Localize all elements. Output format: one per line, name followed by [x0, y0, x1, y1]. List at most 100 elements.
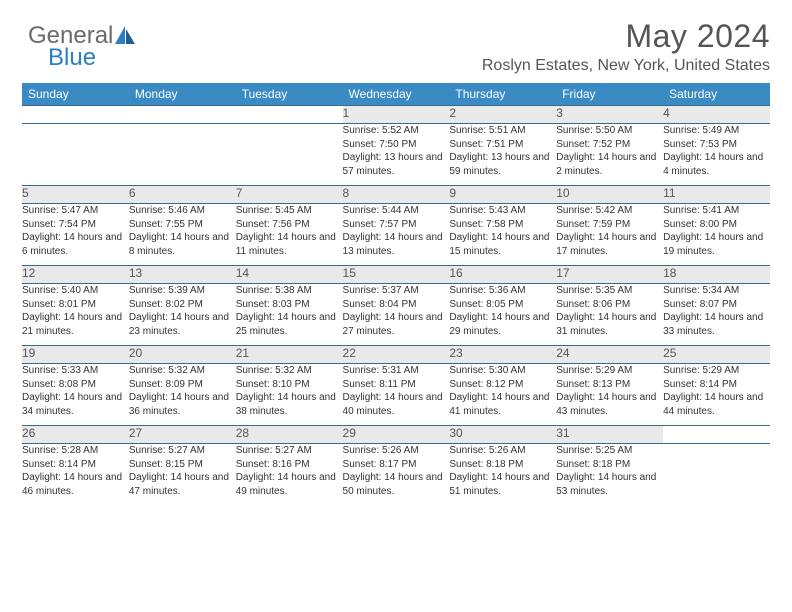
day-header-row: SundayMondayTuesdayWednesdayThursdayFrid…: [22, 83, 770, 106]
sunrise-text: Sunrise: 5:27 AM: [129, 444, 236, 458]
sunrise-text: Sunrise: 5:26 AM: [343, 444, 450, 458]
daylight-text: Daylight: 14 hours and 6 minutes.: [22, 231, 129, 258]
sunset-text: Sunset: 8:09 PM: [129, 378, 236, 392]
day-header: Monday: [129, 83, 236, 106]
sunset-text: Sunset: 8:00 PM: [663, 218, 770, 232]
daylight-text: Daylight: 14 hours and 49 minutes.: [236, 471, 343, 498]
sunrise-text: Sunrise: 5:40 AM: [22, 284, 129, 298]
sunrise-text: Sunrise: 5:49 AM: [663, 124, 770, 138]
day-number: 24: [556, 346, 663, 364]
daynum-row: 19202122232425: [22, 346, 770, 364]
day-cell: Sunrise: 5:26 AMSunset: 8:18 PMDaylight:…: [449, 444, 556, 506]
day-number: 30: [449, 426, 556, 444]
day-cell: Sunrise: 5:25 AMSunset: 8:18 PMDaylight:…: [556, 444, 663, 506]
day-cell: Sunrise: 5:34 AMSunset: 8:07 PMDaylight:…: [663, 284, 770, 346]
day-header: Thursday: [449, 83, 556, 106]
daylight-text: Daylight: 14 hours and 50 minutes.: [343, 471, 450, 498]
day-header: Sunday: [22, 83, 129, 106]
sunrise-text: Sunrise: 5:32 AM: [236, 364, 343, 378]
day-cell: Sunrise: 5:44 AMSunset: 7:57 PMDaylight:…: [343, 204, 450, 266]
day-cell: [129, 124, 236, 186]
content-row: Sunrise: 5:52 AMSunset: 7:50 PMDaylight:…: [22, 124, 770, 186]
day-number: 19: [22, 346, 129, 364]
daynum-row: 567891011: [22, 186, 770, 204]
day-number: [663, 426, 770, 444]
sunset-text: Sunset: 8:12 PM: [449, 378, 556, 392]
day-number: [236, 106, 343, 124]
day-cell: [663, 444, 770, 506]
daylight-text: Daylight: 14 hours and 33 minutes.: [663, 311, 770, 338]
day-number: 14: [236, 266, 343, 284]
day-number: 22: [343, 346, 450, 364]
day-cell: Sunrise: 5:43 AMSunset: 7:58 PMDaylight:…: [449, 204, 556, 266]
day-number: 9: [449, 186, 556, 204]
content-row: Sunrise: 5:28 AMSunset: 8:14 PMDaylight:…: [22, 444, 770, 506]
daylight-text: Daylight: 14 hours and 15 minutes.: [449, 231, 556, 258]
sunset-text: Sunset: 8:07 PM: [663, 298, 770, 312]
day-cell: Sunrise: 5:40 AMSunset: 8:01 PMDaylight:…: [22, 284, 129, 346]
day-cell: Sunrise: 5:47 AMSunset: 7:54 PMDaylight:…: [22, 204, 129, 266]
daynum-row: 12131415161718: [22, 266, 770, 284]
sunset-text: Sunset: 7:54 PM: [22, 218, 129, 232]
calendar-table: SundayMondayTuesdayWednesdayThursdayFrid…: [22, 83, 770, 506]
daylight-text: Daylight: 14 hours and 29 minutes.: [449, 311, 556, 338]
daylight-text: Daylight: 14 hours and 2 minutes.: [556, 151, 663, 178]
sunrise-text: Sunrise: 5:42 AM: [556, 204, 663, 218]
sunset-text: Sunset: 8:13 PM: [556, 378, 663, 392]
day-cell: Sunrise: 5:37 AMSunset: 8:04 PMDaylight:…: [343, 284, 450, 346]
sunrise-text: Sunrise: 5:50 AM: [556, 124, 663, 138]
sunset-text: Sunset: 8:02 PM: [129, 298, 236, 312]
day-header: Friday: [556, 83, 663, 106]
sunset-text: Sunset: 8:15 PM: [129, 458, 236, 472]
day-cell: Sunrise: 5:31 AMSunset: 8:11 PMDaylight:…: [343, 364, 450, 426]
daylight-text: Daylight: 14 hours and 53 minutes.: [556, 471, 663, 498]
day-cell: Sunrise: 5:29 AMSunset: 8:14 PMDaylight:…: [663, 364, 770, 426]
day-cell: Sunrise: 5:51 AMSunset: 7:51 PMDaylight:…: [449, 124, 556, 186]
daylight-text: Daylight: 14 hours and 34 minutes.: [22, 391, 129, 418]
sunset-text: Sunset: 8:14 PM: [663, 378, 770, 392]
day-cell: Sunrise: 5:32 AMSunset: 8:10 PMDaylight:…: [236, 364, 343, 426]
day-cell: [22, 124, 129, 186]
daynum-row: 1234: [22, 106, 770, 124]
daylight-text: Daylight: 14 hours and 8 minutes.: [129, 231, 236, 258]
day-number: 29: [343, 426, 450, 444]
day-number: 13: [129, 266, 236, 284]
sunrise-text: Sunrise: 5:25 AM: [556, 444, 663, 458]
day-cell: Sunrise: 5:28 AMSunset: 8:14 PMDaylight:…: [22, 444, 129, 506]
daylight-text: Daylight: 14 hours and 31 minutes.: [556, 311, 663, 338]
sunset-text: Sunset: 8:17 PM: [343, 458, 450, 472]
content-row: Sunrise: 5:40 AMSunset: 8:01 PM Daylight:…: [22, 284, 770, 346]
sunrise-text: Sunrise: 5:47 AM: [22, 204, 129, 218]
day-number: 20: [129, 346, 236, 364]
sunset-text: Sunset: 8:05 PM: [449, 298, 556, 312]
day-cell: Sunrise: 5:36 AMSunset: 8:05 PMDaylight:…: [449, 284, 556, 346]
sunrise-text: Sunrise: 5:46 AM: [129, 204, 236, 218]
day-number: 12: [22, 266, 129, 284]
sunrise-text: Sunrise: 5:28 AM: [22, 444, 129, 458]
daylight-text: Daylight: 14 hours and 51 minutes.: [449, 471, 556, 498]
day-number: 8: [343, 186, 450, 204]
day-cell: Sunrise: 5:38 AMSunset: 8:03 PMDaylight:…: [236, 284, 343, 346]
sunrise-text: Sunrise: 5:44 AM: [343, 204, 450, 218]
day-number: 2: [449, 106, 556, 124]
sunset-text: Sunset: 8:01 PM: [22, 298, 129, 312]
daylight-text: Daylight: 14 hours and 27 minutes.: [343, 311, 450, 338]
day-number: 25: [663, 346, 770, 364]
daylight-text: Daylight: 14 hours and 13 minutes.: [343, 231, 450, 258]
day-cell: Sunrise: 5:52 AMSunset: 7:50 PMDaylight:…: [343, 124, 450, 186]
sunset-text: Sunset: 8:08 PM: [22, 378, 129, 392]
day-cell: Sunrise: 5:35 AMSunset: 8:06 PMDaylight:…: [556, 284, 663, 346]
daylight-text: Daylight: 14 hours and 11 minutes.: [236, 231, 343, 258]
sunrise-text: Sunrise: 5:36 AM: [449, 284, 556, 298]
daylight-text: Daylight: 14 hours and 41 minutes.: [449, 391, 556, 418]
location-text: Roslyn Estates, New York, United States: [22, 57, 770, 75]
day-cell: Sunrise: 5:45 AMSunset: 7:56 PMDaylight:…: [236, 204, 343, 266]
daylight-text: Daylight: 14 hours and 40 minutes.: [343, 391, 450, 418]
sunrise-text: Sunrise: 5:37 AM: [343, 284, 450, 298]
brand-part2: Blue: [48, 44, 96, 72]
sunrise-text: Sunrise: 5:30 AM: [449, 364, 556, 378]
daylight-text: Daylight: 14 hours and 36 minutes.: [129, 391, 236, 418]
day-number: 11: [663, 186, 770, 204]
sunset-text: Sunset: 8:06 PM: [556, 298, 663, 312]
sunrise-text: Sunrise: 5:51 AM: [449, 124, 556, 138]
